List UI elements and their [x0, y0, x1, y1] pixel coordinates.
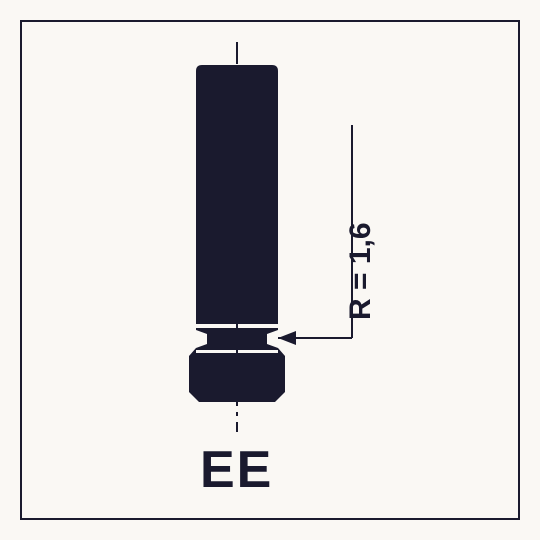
- ee-label: EE: [200, 440, 273, 500]
- radius-dimension: [278, 125, 352, 345]
- radius-label: R = 1,6: [344, 222, 378, 320]
